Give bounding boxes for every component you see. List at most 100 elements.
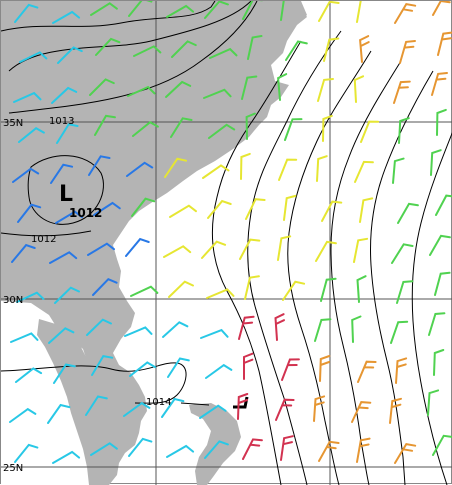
wind-barb — [128, 437, 153, 457]
wind-barb — [207, 199, 232, 219]
wind-barb — [166, 4, 195, 18]
wind-barb — [87, 242, 115, 256]
wind-barb — [427, 389, 440, 416]
low-pressure-value: 1012 — [69, 206, 102, 220]
wind-barb — [429, 234, 451, 256]
wind-barb — [432, 434, 452, 456]
wind-barb — [52, 10, 81, 24]
wind-barb — [55, 210, 83, 224]
wind-barb — [169, 204, 197, 218]
wind-barb — [16, 291, 45, 303]
wind-barb — [19, 51, 48, 63]
wind-barb — [168, 280, 194, 298]
wind-barb — [357, 360, 377, 383]
wind-barb — [11, 243, 36, 263]
isobar — [1, 1, 216, 32]
wind-barb — [317, 78, 334, 102]
isobar-label-1013: 1013 — [49, 116, 74, 127]
wind-barb — [237, 393, 249, 420]
wind-barb — [282, 280, 306, 301]
wind-barb — [245, 112, 256, 140]
wind-barb — [356, 1, 363, 23]
wind-barb — [51, 86, 78, 104]
wind-barb — [393, 80, 411, 104]
wind-barb — [50, 163, 74, 184]
wind-barb — [47, 403, 71, 424]
wind-barb — [359, 35, 370, 63]
wind-barb — [91, 354, 114, 376]
wind-barb — [85, 395, 108, 416]
wind-barb — [201, 240, 227, 259]
isobar — [8, 1, 258, 114]
wind-barb — [318, 440, 340, 462]
wind-barb — [167, 357, 190, 378]
wind-barb — [132, 120, 159, 137]
wind-barb — [434, 271, 451, 296]
wind-barb — [205, 363, 233, 379]
wind-barb — [125, 237, 150, 257]
wind-barb — [353, 75, 365, 103]
isobar — [287, 50, 372, 485]
wind-barb — [93, 201, 121, 216]
wind-barb — [277, 73, 288, 101]
wind-barb — [89, 78, 115, 96]
lat-label-30n: 30N — [3, 295, 23, 306]
wind-barb — [203, 88, 232, 99]
isobar — [411, 132, 452, 485]
wind-barb — [18, 126, 45, 143]
isobar-label-1012: 1012 — [31, 234, 56, 245]
wind-barb — [206, 288, 235, 299]
wind-barb — [14, 3, 39, 23]
wind-barb — [204, 1, 229, 19]
wind-barb — [90, 442, 118, 456]
wind-barb — [171, 40, 197, 58]
wind-barb — [92, 278, 118, 296]
wind-barb — [389, 397, 402, 424]
wind-barb — [430, 149, 442, 176]
wind-barb — [316, 155, 328, 182]
wind-barb — [431, 72, 448, 96]
wind-barb — [166, 444, 195, 458]
wind-barb — [13, 91, 42, 103]
isobar — [8, 1, 252, 72]
wind-barb — [281, 358, 300, 381]
land-island — [189, 403, 241, 485]
wind-barb — [88, 155, 111, 176]
wind-barb — [283, 194, 297, 221]
wind-barb — [162, 321, 189, 338]
lat-label-25n: 25N — [3, 463, 23, 474]
wind-barb — [244, 275, 260, 300]
wind-barb — [323, 37, 340, 62]
wind-barb — [242, 1, 263, 20]
wind-barbs — [9, 1, 452, 464]
wind-barb — [9, 407, 37, 423]
wind-barb — [436, 108, 447, 136]
map-labels: 35N 30N 25N 1013 1012 1014 L 1012 — [3, 116, 171, 474]
wind-barb — [170, 117, 193, 138]
wind-barb — [209, 47, 238, 59]
wind-barb — [437, 31, 452, 56]
wind-barb — [356, 437, 371, 463]
wind-barb — [242, 438, 263, 460]
wind-barb — [131, 197, 156, 217]
isobar — [27, 155, 104, 225]
wind-barb — [390, 320, 409, 344]
wind-barb — [396, 280, 414, 304]
wind-barb — [130, 285, 159, 297]
wind-barb — [354, 160, 374, 183]
wind-barb — [314, 318, 332, 342]
wind-barb — [399, 40, 416, 64]
isobar-label-1014: 1014 — [146, 397, 171, 408]
wind-barb — [398, 117, 410, 144]
wind-barb — [52, 450, 81, 464]
wind-barb — [202, 164, 230, 179]
wind-barb — [165, 80, 192, 98]
wind-barb — [161, 397, 185, 418]
wind-barb — [94, 114, 116, 136]
wind-barb — [315, 240, 337, 262]
wind-barb — [240, 152, 251, 180]
wind-barb — [200, 328, 229, 339]
low-pressure-symbol: L — [59, 182, 73, 207]
